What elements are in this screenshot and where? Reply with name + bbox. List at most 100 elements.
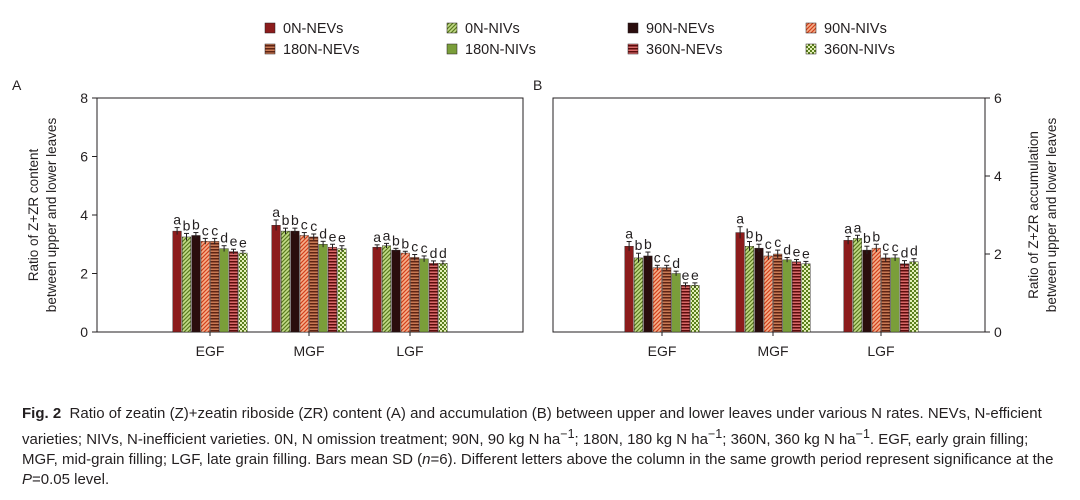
- legend-item-360n-nivs: 360N-NIVs: [805, 42, 895, 58]
- caption-text-4: . EGF, early grain filling; MGF, mid-gra…: [22, 431, 1029, 468]
- panel-a-ytick-label: 8: [80, 90, 88, 106]
- legend-swatch-90n-nivs: [805, 22, 817, 34]
- caption-text-5: =6). Different letters above the column …: [430, 451, 1054, 468]
- caption-text-2: ; 180N, 180 kg N ha: [574, 431, 708, 448]
- panel-a-ytick-label: 0: [80, 324, 88, 340]
- panel-b-sig-letter-180n-nevs-lgf: c: [882, 238, 889, 254]
- panel-a-bar-360n-nivs-mgf: [337, 248, 347, 333]
- legend-swatch-360n-nivs: [805, 43, 817, 55]
- panel-b-sig-letter-360n-nevs-lgf: d: [901, 245, 909, 261]
- caption-sup-3: −1: [855, 427, 870, 441]
- panel-a-bar-90n-nivs-lgf: [400, 252, 410, 333]
- panel-a-sig-letter-0n-nivs-mgf: b: [282, 212, 290, 228]
- panel-a-sig-letter-180n-nevs-mgf: c: [310, 218, 317, 234]
- panel-a-ylabel-line2: between upper and lower leaves: [44, 118, 59, 313]
- panel-a-sig-letter-90n-nivs-mgf: c: [301, 217, 308, 233]
- panel-a-bar-0n-nivs-lgf: [382, 245, 392, 333]
- panel-b-sig-letter-0n-nevs-lgf: a: [844, 220, 852, 236]
- panel-b-sig-letter-90n-nevs-mgf: b: [755, 228, 763, 244]
- panel-a-bar-180n-nevs-mgf: [309, 236, 319, 333]
- figure-caption: Fig. 2 Ratio of zeatin (Z)+zeatin ribosi…: [22, 404, 1062, 490]
- panel-a-sig-letter-360n-nevs-lgf: d: [430, 245, 438, 261]
- panel-b-sig-letter-180n-nevs-egf: c: [663, 249, 670, 265]
- legend-label-0n-nivs: 0N-NIVs: [465, 21, 520, 37]
- panel-b-bar-180n-nevs-egf: [662, 267, 672, 333]
- caption-text-1: Ratio of zeatin (Z)+zeatin riboside (ZR)…: [22, 405, 1042, 448]
- legend-swatch-90n-nevs: [627, 22, 639, 34]
- panel-b-bar-360n-nivs-egf: [690, 285, 700, 333]
- panel-a-bar-90n-nivs-mgf: [299, 235, 309, 333]
- panel-b-bar-360n-nevs-lgf: [900, 263, 910, 333]
- panel-b-bar-90n-nivs-egf: [652, 267, 662, 333]
- panel-b-sig-letter-360n-nivs-mgf: e: [802, 245, 810, 261]
- panel-a-sig-letter-180n-nevs-egf: c: [211, 222, 218, 238]
- panel-a-sig-letter-90n-nevs-lgf: b: [392, 232, 400, 248]
- panel-a-bar-360n-nevs-egf: [228, 251, 238, 333]
- legend-label-0n-nevs: 0N-NEVs: [283, 21, 343, 37]
- panel-b-ylabel-line1: Ratio of Z+ZR accumulation: [1026, 131, 1041, 299]
- panel-b-sig-letter-180n-nevs-mgf: c: [774, 234, 781, 250]
- panel-b-bar-180n-nevs-lgf: [881, 257, 891, 333]
- legend-item-180n-nivs: 180N-NIVs: [446, 42, 536, 58]
- legend-label-180n-nevs: 180N-NEVs: [283, 42, 360, 58]
- panel-b-xtick-label-lgf: LGF: [867, 343, 894, 359]
- panel-b-sig-letter-180n-nivs-mgf: d: [783, 242, 791, 258]
- panel-a-sig-letter-0n-nevs-mgf: a: [272, 204, 280, 220]
- panel-a-xtick-label-mgf: MGF: [293, 343, 324, 359]
- panel-a-bar-360n-nevs-mgf: [328, 246, 338, 333]
- panel-b-y-axis: 0 2 4 6: [985, 90, 1002, 340]
- panel-a-bar-360n-nivs-egf: [238, 252, 248, 333]
- panel-b-bar-90n-nevs-egf: [643, 255, 653, 333]
- legend-item-180n-nevs: 180N-NEVs: [264, 42, 360, 58]
- panel-b-sig-letter-360n-nivs-egf: e: [691, 267, 699, 283]
- caption-n-italic: n: [422, 451, 431, 468]
- panel-b-sig-letter-90n-nivs-mgf: c: [765, 236, 772, 252]
- panel-b-ytick-label: 2: [994, 246, 1002, 262]
- panel-a-bar-180n-nevs-lgf: [410, 257, 420, 333]
- caption-sup-1: −1: [560, 427, 575, 441]
- caption-sup-2: −1: [707, 427, 723, 441]
- panel-a-y-axis: 0 2 4 6 8: [80, 90, 97, 340]
- panel-a-bar-0n-nevs-mgf: [271, 225, 281, 333]
- panel-a-bar-0n-nevs-egf: [172, 230, 182, 333]
- panel-b-sig-letter-90n-nivs-egf: c: [654, 249, 661, 265]
- legend-swatch-360n-nevs: [627, 43, 639, 55]
- panel-b-sig-letter-0n-nivs-lgf: a: [854, 219, 862, 235]
- panel-a-sig-letter-0n-nevs-egf: a: [173, 212, 181, 228]
- panel-a-xtick-label-lgf: LGF: [396, 343, 423, 359]
- legend-label-90n-nivs: 90N-NIVs: [824, 21, 887, 37]
- panel-a-sig-letter-180n-nivs-mgf: d: [319, 225, 327, 241]
- panel-b-bar-0n-nevs-lgf: [843, 240, 853, 333]
- panel-b-ytick-label: 0: [994, 324, 1002, 340]
- panel-a-sig-letter-90n-nevs-mgf: b: [291, 212, 299, 228]
- legend-item-360n-nevs: 360N-NEVs: [627, 42, 723, 58]
- legend-label-360n-nevs: 360N-NEVs: [646, 42, 723, 58]
- panel-a-bar-180n-nevs-egf: [210, 241, 220, 333]
- panel-a-ylabel-line1: Ratio of Z+ZR content: [26, 149, 41, 282]
- panel-a-bar-360n-nevs-lgf: [429, 263, 439, 333]
- panel-b-bar-180n-nivs-mgf: [782, 259, 792, 333]
- caption-text-6: =0.05 level.: [32, 471, 110, 488]
- panel-b-bar-0n-nivs-lgf: [853, 238, 863, 333]
- panel-a-ytick-label: 4: [80, 207, 88, 223]
- legend-swatch-180n-nevs: [264, 43, 276, 55]
- panel-a-sig-letter-360n-nevs-egf: e: [230, 233, 238, 249]
- legend-item-90n-nivs: 90N-NIVs: [805, 21, 887, 37]
- panel-a-sig-letter-360n-nivs-lgf: d: [439, 245, 447, 261]
- panel-b-bar-90n-nevs-mgf: [754, 247, 764, 333]
- legend-item-0n-nevs: 0N-NEVs: [264, 21, 343, 37]
- panel-a-sig-letter-360n-nivs-mgf: e: [338, 230, 346, 246]
- panel-a-bar-90n-nevs-lgf: [391, 249, 401, 333]
- panel-b-bar-180n-nevs-mgf: [773, 253, 783, 333]
- panel-a-sig-letter-180n-nivs-egf: d: [220, 230, 228, 246]
- panel-a-ytick-label: 2: [80, 266, 88, 282]
- panel-b-bar-360n-nivs-lgf: [909, 261, 919, 333]
- panel-b-bar-0n-nevs-mgf: [735, 232, 745, 333]
- panel-b-bar-90n-nevs-lgf: [862, 249, 872, 333]
- panel-b-bar-0n-nevs-egf: [624, 245, 634, 333]
- panel-label-a: A: [12, 77, 22, 93]
- panel-b-bar-180n-nivs-lgf: [890, 257, 900, 333]
- panel-a-sig-letter-90n-nevs-egf: b: [192, 217, 200, 233]
- panel-b-sig-letter-90n-nevs-egf: b: [644, 236, 652, 252]
